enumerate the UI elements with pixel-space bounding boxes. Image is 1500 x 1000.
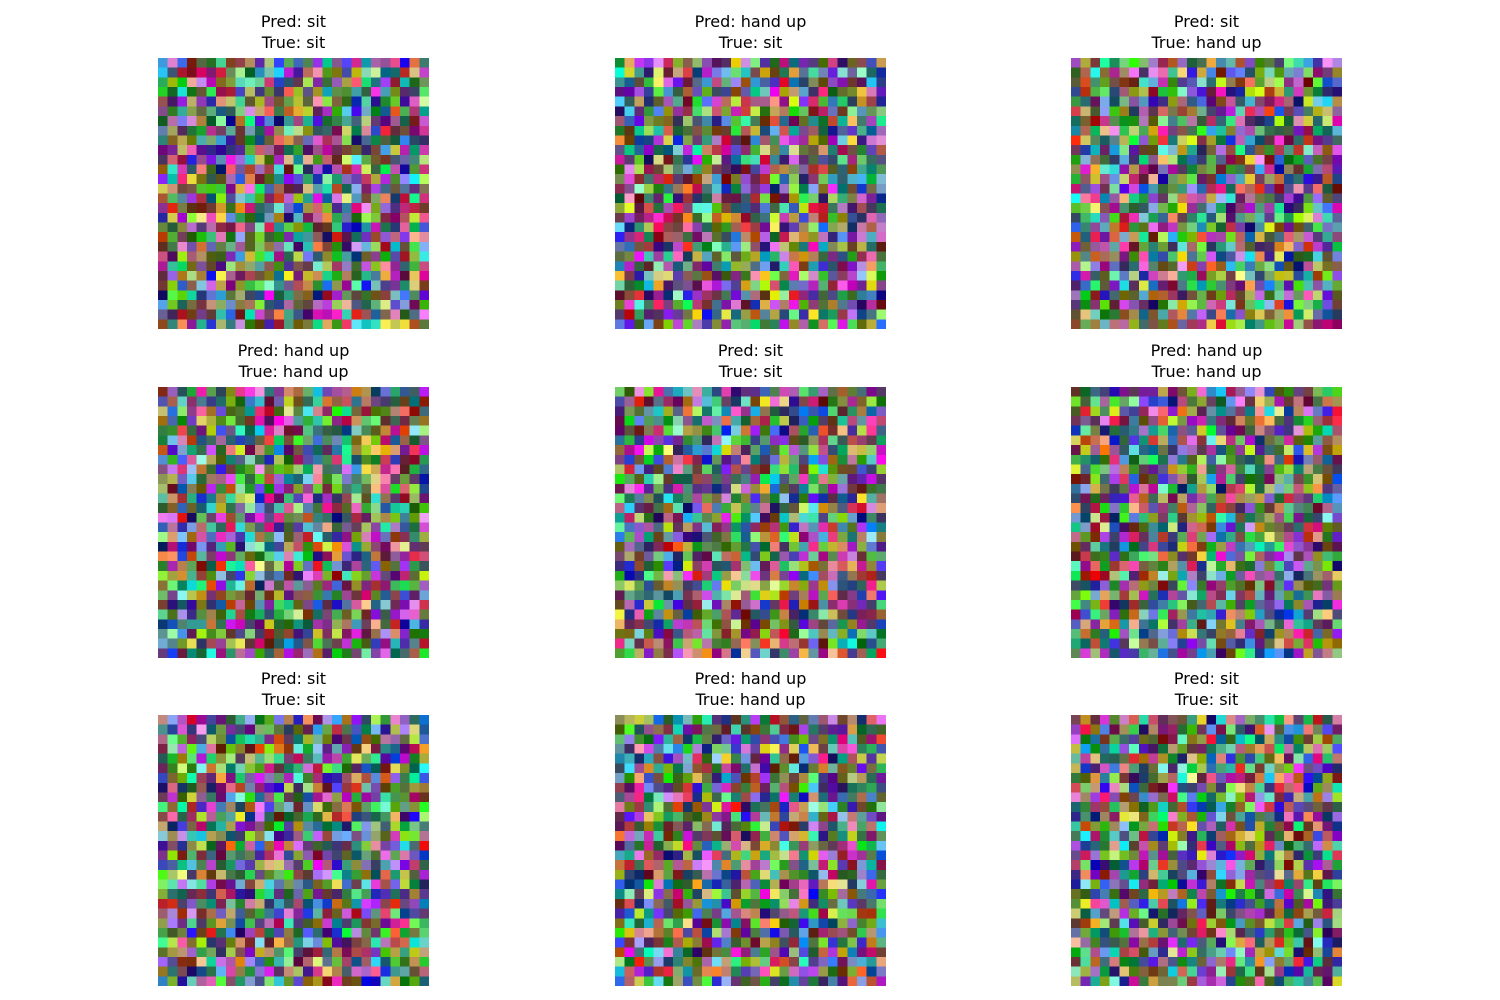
pred-value: hand up — [283, 341, 350, 360]
pred-value: hand up — [740, 669, 807, 688]
panel-title: Pred: sit True: sit — [58, 668, 529, 710]
sample-image-6 — [1071, 387, 1342, 658]
pred-prefix: Pred: — [237, 341, 284, 360]
pred-label: Pred: hand up — [58, 340, 529, 361]
sample-image-8 — [615, 715, 886, 986]
pred-prefix: Pred: — [694, 12, 741, 31]
true-prefix: True: — [718, 362, 764, 381]
pred-value: sit — [1220, 12, 1240, 31]
true-label: True: hand up — [515, 689, 986, 710]
pred-prefix: Pred: — [694, 669, 741, 688]
pred-label: Pred: hand up — [515, 11, 986, 32]
pred-label: Pred: sit — [515, 340, 986, 361]
true-value: sit — [763, 33, 783, 52]
true-value: hand up — [1195, 33, 1262, 52]
pred-label: Pred: hand up — [515, 668, 986, 689]
true-label: True: hand up — [971, 32, 1442, 53]
true-label: True: sit — [515, 361, 986, 382]
panel-title: Pred: hand up True: hand up — [515, 668, 986, 710]
true-prefix: True: — [261, 33, 307, 52]
pred-label: Pred: sit — [971, 668, 1442, 689]
pred-label: Pred: sit — [971, 11, 1442, 32]
true-value: sit — [763, 362, 783, 381]
sample-image-5 — [615, 387, 886, 658]
true-value: sit — [306, 33, 326, 52]
true-label: True: sit — [515, 32, 986, 53]
panel-title: Pred: sit True: sit — [515, 340, 986, 382]
pred-prefix: Pred: — [260, 12, 307, 31]
true-prefix: True: — [238, 362, 283, 381]
sample-image-7 — [158, 715, 429, 986]
panel-title: Pred: sit True: sit — [58, 11, 529, 53]
panel-title: Pred: hand up True: hand up — [971, 340, 1442, 382]
pred-prefix: Pred: — [1150, 341, 1197, 360]
pred-value: sit — [307, 669, 327, 688]
pred-value: sit — [764, 341, 784, 360]
pred-prefix: Pred: — [1173, 669, 1220, 688]
true-label: True: hand up — [971, 361, 1442, 382]
pred-value: hand up — [740, 12, 807, 31]
pred-label: Pred: hand up — [971, 340, 1442, 361]
pred-prefix: Pred: — [717, 341, 764, 360]
true-prefix: True: — [1151, 33, 1196, 52]
true-value: hand up — [739, 690, 806, 709]
pred-value: hand up — [1196, 341, 1263, 360]
pred-prefix: Pred: — [1173, 12, 1220, 31]
true-prefix: True: — [1174, 690, 1220, 709]
sample-image-4 — [158, 387, 429, 658]
panel-title: Pred: sit True: hand up — [971, 11, 1442, 53]
sample-image-1 — [158, 58, 429, 329]
true-prefix: True: — [718, 33, 764, 52]
true-value: sit — [306, 690, 326, 709]
true-label: True: hand up — [58, 361, 529, 382]
true-value: hand up — [282, 362, 349, 381]
panel-title: Pred: hand up True: sit — [515, 11, 986, 53]
panel-title: Pred: sit True: sit — [971, 668, 1442, 710]
true-prefix: True: — [261, 690, 307, 709]
true-value: sit — [1219, 690, 1239, 709]
pred-prefix: Pred: — [260, 669, 307, 688]
sample-image-2 — [615, 58, 886, 329]
true-prefix: True: — [1151, 362, 1196, 381]
true-prefix: True: — [695, 690, 740, 709]
pred-label: Pred: sit — [58, 11, 529, 32]
sample-image-3 — [1071, 58, 1342, 329]
pred-value: sit — [307, 12, 327, 31]
true-value: hand up — [1195, 362, 1262, 381]
pred-value: sit — [1220, 669, 1240, 688]
true-label: True: sit — [58, 689, 529, 710]
panel-title: Pred: hand up True: hand up — [58, 340, 529, 382]
true-label: True: sit — [971, 689, 1442, 710]
sample-image-9 — [1071, 715, 1342, 986]
pred-label: Pred: sit — [58, 668, 529, 689]
true-label: True: sit — [58, 32, 529, 53]
